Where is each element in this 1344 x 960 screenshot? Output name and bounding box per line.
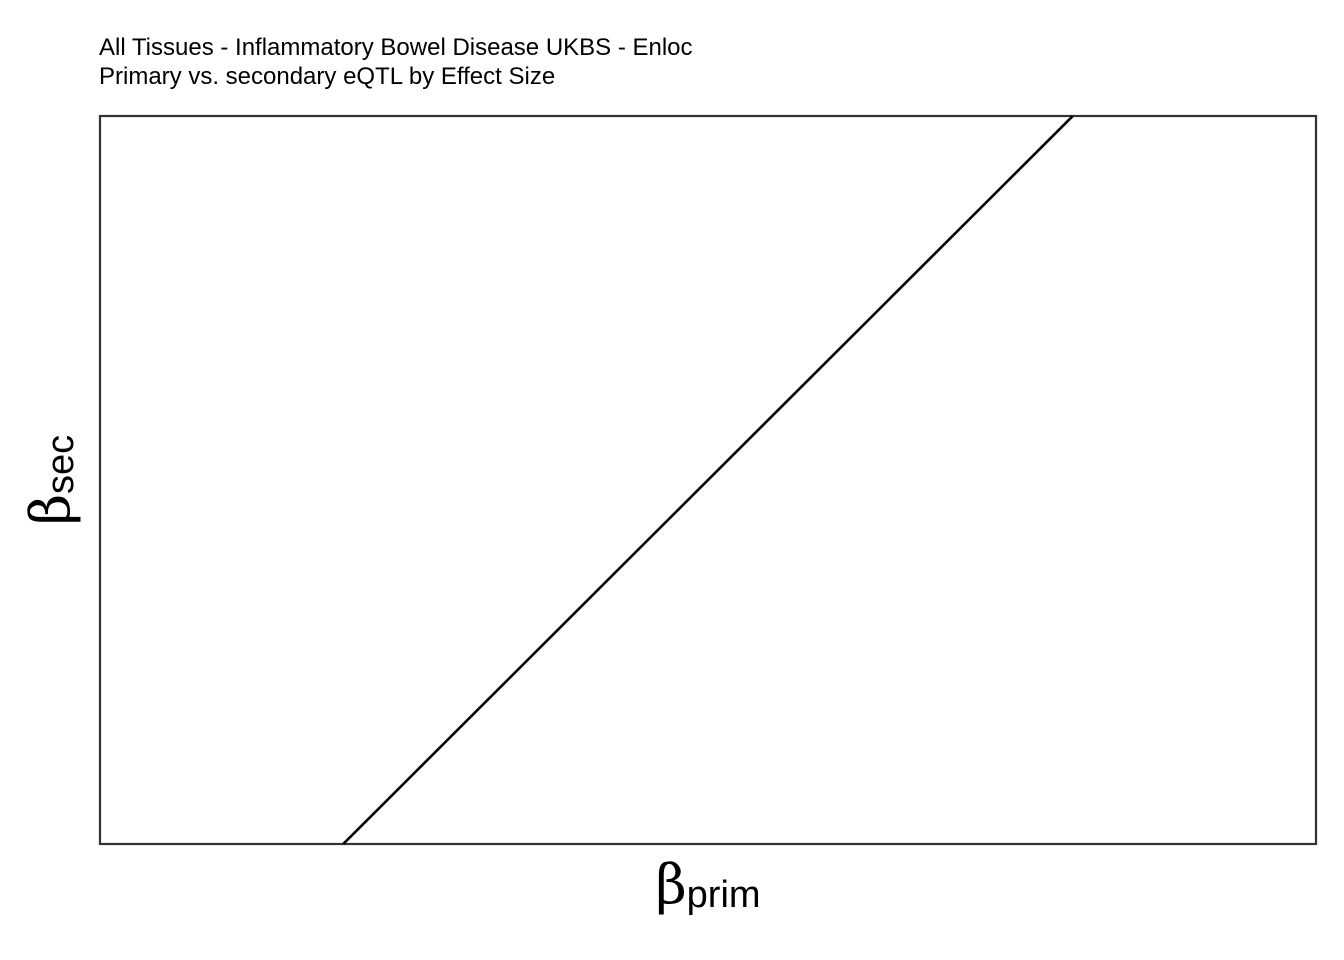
x-axis-label-subscript: prim (687, 874, 761, 916)
x-axis-label: βprim (655, 853, 760, 916)
y-axis-label: βsec (19, 435, 82, 525)
y-axis-label-subscript: sec (40, 435, 82, 494)
x-axis-label-symbol: β (655, 853, 686, 916)
chart-subtitle: Primary vs. secondary eQTL by Effect Siz… (99, 63, 555, 90)
series-layer (342, 115, 1074, 845)
chart-title: All Tissues - Inflammatory Bowel Disease… (99, 34, 693, 61)
series-line-1 (342, 115, 1074, 845)
y-axis-label-symbol: β (19, 494, 82, 525)
